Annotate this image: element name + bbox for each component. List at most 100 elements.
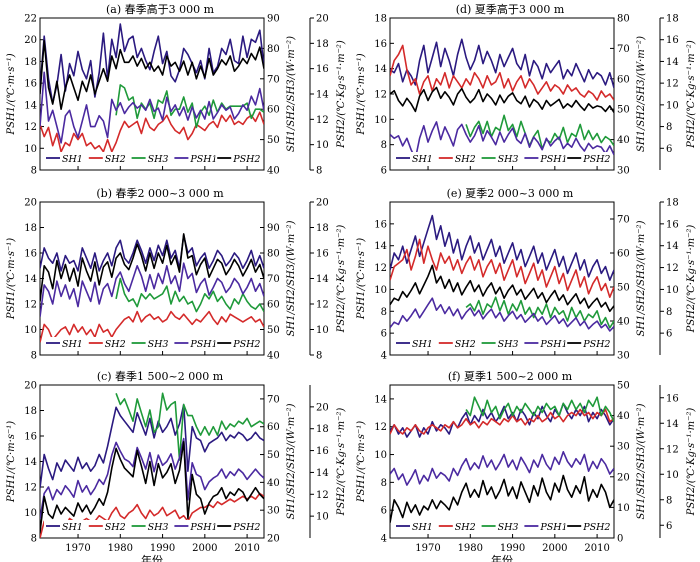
mid-tick-label: 30 <box>617 351 630 362</box>
right-tick-label: 12 <box>666 444 679 455</box>
left-tick-label: 18 <box>24 406 37 417</box>
right-tick-label: 12 <box>666 263 679 274</box>
x-axis-label: 年份 <box>491 553 513 562</box>
right-tick-label: 10 <box>666 470 679 481</box>
series-group <box>390 38 614 160</box>
left-tick-label: 14 <box>374 241 387 252</box>
x-tick-label: 1970 <box>415 543 440 554</box>
legend-label: SH3 <box>498 154 519 165</box>
legend-bg <box>394 337 437 349</box>
legend-bg <box>215 152 258 164</box>
right-tick-label: 14 <box>666 57 679 68</box>
left-tick-label: 10 <box>374 450 387 461</box>
legend-label: PSH2 <box>582 339 610 350</box>
series-line-psh1 <box>40 71 264 144</box>
left-tick-label: 10 <box>24 508 37 519</box>
series-line-psh2 <box>40 233 264 302</box>
left-axis-label: PSH1/(℃·m·s⁻¹) <box>356 238 367 320</box>
legend-label: SH3 <box>148 522 169 533</box>
legend-label: SH1 <box>412 154 433 165</box>
left-axis-label: PSH1/(℃·m·s⁻¹) <box>6 53 17 135</box>
x-tick-label: 1990 <box>500 543 525 554</box>
x-tick-label: 1990 <box>150 543 175 554</box>
legend-label: SH2 <box>105 339 126 350</box>
series-line-psh1 <box>390 450 614 486</box>
plot-frame <box>39 201 265 356</box>
legend-label: PSH1 <box>189 154 217 165</box>
legend-bg <box>479 337 523 349</box>
right-tick-label: 10 <box>316 325 329 336</box>
x-tick-label: 2010 <box>584 543 609 554</box>
right-tick-label: 12 <box>316 115 329 126</box>
left-tick-label: 8 <box>31 351 37 362</box>
left-tick-label: 16 <box>24 432 37 443</box>
right-tick-label: 12 <box>316 300 329 311</box>
right-tick-label: 14 <box>316 274 329 285</box>
plot-frame <box>389 201 615 356</box>
legend-label: SH2 <box>105 522 126 533</box>
x-tick-label: 1970 <box>65 543 90 554</box>
mid-tick-label: 80 <box>267 249 280 260</box>
right-tick-label: 16 <box>666 393 679 404</box>
mid-tick-label: 20 <box>617 472 630 483</box>
legend-label: SH2 <box>105 154 126 165</box>
mid-tick-label: 50 <box>267 135 280 146</box>
plot-frame <box>389 384 615 539</box>
legend-label: SH1 <box>62 339 83 350</box>
mid-axis-label: SH1/SH2/SH3/(W·m⁻²) <box>286 220 297 336</box>
legend-label: SH1 <box>62 522 83 533</box>
legend-label: PSH1 <box>539 339 567 350</box>
left-tick-label: 10 <box>24 325 37 336</box>
left-tick-label: 8 <box>31 166 37 177</box>
legend-label: PSH2 <box>232 522 260 533</box>
legend-bg <box>436 520 480 532</box>
mid-tick-label: 40 <box>617 317 630 328</box>
series-line-sh1 <box>390 214 614 282</box>
x-tick-label: 2010 <box>234 543 259 554</box>
legend-label: PSH1 <box>539 522 567 533</box>
series-group <box>390 396 614 523</box>
legend-bg <box>44 337 87 349</box>
mid-tick-label: 60 <box>617 249 630 260</box>
legend-label: SH1 <box>412 522 433 533</box>
legend-bg <box>394 520 437 532</box>
mid-tick-label: 60 <box>267 422 280 433</box>
legend-bg <box>522 152 566 164</box>
right-tick-label: 10 <box>316 140 329 151</box>
left-tick-label: 20 <box>24 35 37 46</box>
right-tick-label: 8 <box>666 122 672 133</box>
legend-bg <box>44 520 87 532</box>
legend-bg <box>129 337 173 349</box>
legend-label: PSH2 <box>232 154 260 165</box>
left-tick-label: 20 <box>24 381 37 392</box>
right-tick-label: 18 <box>316 223 329 234</box>
series-line-psh2 <box>40 39 264 110</box>
right-tick-label: 18 <box>666 198 679 209</box>
x-tick-label: 1980 <box>458 543 483 554</box>
right-axis-label: PSH2/(℃·Kg·s⁻¹·m⁻²) <box>336 225 347 334</box>
series-line-sh3 <box>465 396 614 423</box>
left-tick-label: 10 <box>374 285 387 296</box>
panel-b: (b) 春季2 000~3 000 m 8 10 12 14 16 18 20 PSH1/(℃·… <box>6 187 347 362</box>
series-line-sh3 <box>465 114 614 150</box>
series-line-psh2 <box>40 440 264 533</box>
right-axis-label: PSH2/(℃·Kg·s⁻¹·m⁻²) <box>686 40 697 149</box>
legend-label: PSH1 <box>189 339 217 350</box>
x-tick-label: 2000 <box>542 543 567 554</box>
legend-bg <box>565 520 608 532</box>
left-tick-label: 8 <box>381 307 387 318</box>
series-group <box>40 233 264 343</box>
mid-tick-label: 70 <box>267 274 280 285</box>
mid-tick-label: 30 <box>617 166 630 177</box>
series-line-psh2 <box>390 86 614 113</box>
legend-label: SH1 <box>412 339 433 350</box>
series-group <box>40 23 264 153</box>
right-tick-label: 16 <box>666 35 679 46</box>
series-line-psh1 <box>390 297 614 332</box>
legend-label: PSH1 <box>539 154 567 165</box>
mid-axis-label: SH1/SH2/SH3/(W·m⁻²) <box>636 36 647 152</box>
left-tick-label: 18 <box>24 57 37 68</box>
right-tick-label: 8 <box>316 166 322 177</box>
mid-tick-label: 90 <box>267 223 280 234</box>
